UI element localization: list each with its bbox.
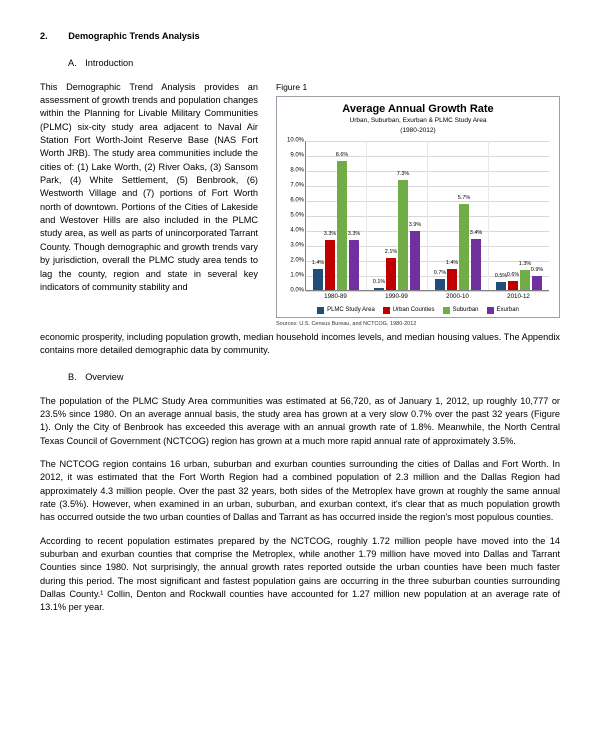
chart-bar-label: 0.5% <box>495 273 508 281</box>
chart-bar: 3.3% <box>325 240 335 290</box>
chart-bar: 5.7% <box>459 204 469 290</box>
subsection-a-title: Introduction <box>85 58 133 68</box>
chart-bar-label: 7.3% <box>397 171 410 179</box>
chart-bar: 0.1% <box>374 288 384 290</box>
chart-ytick: 10.0% <box>282 137 304 146</box>
chart-bar-label: 5.7% <box>458 195 471 203</box>
chart-legend: PLMC Study Area Urban Counties Suburban Exu… <box>283 306 553 315</box>
chart-legend-label: Exurban <box>497 306 519 315</box>
chart-ytick: 1.0% <box>282 272 304 281</box>
chart-ytick: 6.0% <box>282 197 304 206</box>
subsection-b-letter: B. <box>68 372 77 382</box>
chart-bar-group: 0.1%2.1%7.3%3.9% <box>367 141 428 290</box>
chart-ytick: 0.0% <box>282 287 304 296</box>
subsection-a-letter: A. <box>68 58 77 68</box>
chart-ytick: 4.0% <box>282 227 304 236</box>
chart-bar-label: 2.1% <box>385 249 398 257</box>
chart-legend-item: Exurban <box>487 306 519 315</box>
intro-paragraph: This Demographic Trend Analysis provides… <box>40 81 258 295</box>
chart-bar-group: 1.4%3.3%8.6%3.3% <box>306 141 367 290</box>
chart-ytick: 7.0% <box>282 182 304 191</box>
chart-bar-group: 0.5%0.6%1.3%0.9% <box>489 141 549 290</box>
chart-ytick: 5.0% <box>282 212 304 221</box>
subsection-b-title: Overview <box>85 372 123 382</box>
section-number: 2. <box>40 30 48 43</box>
chart-bar: 1.3% <box>520 270 530 290</box>
chart-ytick: 8.0% <box>282 167 304 176</box>
chart-bar-label: 0.7% <box>434 270 447 278</box>
chart-xlabel: 2010-12 <box>488 291 549 302</box>
chart-bar-label: 0.9% <box>531 267 544 275</box>
chart-legend-item: Urban Counties <box>383 306 435 315</box>
chart-bar: 3.4% <box>471 239 481 290</box>
section-title: Demographic Trends Analysis <box>68 30 199 43</box>
chart-x-labels: 1980-891990-992000-102010-12 <box>305 291 549 302</box>
chart-xlabel: 1980-89 <box>305 291 366 302</box>
chart-bar: 3.9% <box>410 231 420 290</box>
chart-legend-label: Suburban <box>453 306 479 315</box>
chart-bar: 0.6% <box>508 281 518 290</box>
chart-bar-label: 3.3% <box>348 231 361 239</box>
chart-xlabel: 1990-99 <box>366 291 427 302</box>
chart-legend-label: Urban Counties <box>393 306 435 315</box>
overview-paragraph-3: According to recent population estimates… <box>40 535 560 615</box>
subsection-a-header: A. Introduction <box>68 57 560 70</box>
subsection-b-header: B. Overview <box>68 371 560 384</box>
chart-bar: 7.3% <box>398 180 408 290</box>
chart-title: Average Annual Growth Rate <box>283 103 553 115</box>
chart-bar-label: 8.6% <box>336 152 349 160</box>
chart-legend-swatch <box>443 307 450 314</box>
chart-bar-label: 1.4% <box>312 260 325 268</box>
chart-legend-item: Suburban <box>443 306 479 315</box>
chart-bar: 0.5% <box>496 282 506 290</box>
chart-bar-label: 1.4% <box>446 260 459 268</box>
intro-continuation: economic prosperity, including populatio… <box>40 331 560 358</box>
chart-bar: 1.4% <box>447 269 457 290</box>
chart-legend-swatch <box>487 307 494 314</box>
chart-bar: 0.7% <box>435 279 445 290</box>
chart-bar-group: 0.7%1.4%5.7%3.4% <box>428 141 489 290</box>
chart-bar-label: 3.9% <box>409 222 422 230</box>
chart-bar-label: 3.3% <box>324 231 337 239</box>
chart-bar-label: 0.6% <box>507 272 520 280</box>
chart-legend-item: PLMC Study Area <box>317 306 375 315</box>
section-header: 2. Demographic Trends Analysis <box>40 30 560 43</box>
chart-bar: 1.4% <box>313 269 323 290</box>
chart-ytick: 3.0% <box>282 242 304 251</box>
chart-ytick: 9.0% <box>282 152 304 161</box>
chart-legend-swatch <box>317 307 324 314</box>
chart-plot-area: 10.0%9.0%8.0%7.0%6.0%5.0%4.0%3.0%2.0%1.0… <box>305 141 549 291</box>
chart-subtitle: Urban, Suburban, Exurban & PLMC Study Ar… <box>283 116 553 135</box>
overview-paragraph-1: The population of the PLMC Study Area co… <box>40 395 560 448</box>
chart-legend-label: PLMC Study Area <box>327 306 375 315</box>
figure-1: Figure 1 Average Annual Growth Rate Urba… <box>276 81 560 329</box>
chart-bar-label: 1.3% <box>519 261 532 269</box>
figure-caption: Figure 1 <box>276 81 560 93</box>
chart-bar-label: 3.4% <box>470 230 483 238</box>
chart-bar-label: 0.1% <box>373 279 386 287</box>
chart-source: Sources: U.S. Census Bureau, and NCTCOG,… <box>276 321 560 329</box>
chart-gridline <box>306 291 549 292</box>
chart-xlabel: 2000-10 <box>427 291 488 302</box>
chart-bar: 0.9% <box>532 276 542 290</box>
chart-bar: 2.1% <box>386 258 396 290</box>
overview-paragraph-2: The NCTCOG region contains 16 urban, sub… <box>40 458 560 525</box>
chart-bar: 3.3% <box>349 240 359 290</box>
chart-ytick: 2.0% <box>282 257 304 266</box>
chart-legend-swatch <box>383 307 390 314</box>
chart-container: Average Annual Growth Rate Urban, Suburb… <box>276 96 560 318</box>
chart-bar: 8.6% <box>337 161 347 290</box>
